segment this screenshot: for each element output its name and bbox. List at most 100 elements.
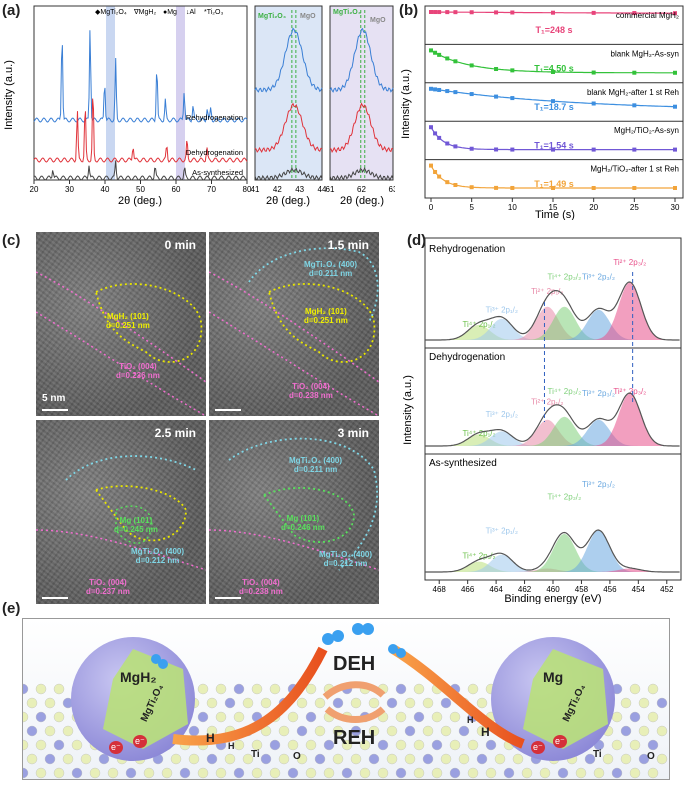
label-e-4: e⁻ xyxy=(553,735,567,748)
b-point xyxy=(510,10,515,15)
b-point xyxy=(437,52,442,57)
d-xtick-label: 458 xyxy=(575,585,589,594)
lattice-atom xyxy=(332,753,344,765)
highlight-band-1 xyxy=(106,6,115,180)
tem-ann-mgti-3: MgTi₂O₄ (400) d=0.212 nm xyxy=(131,547,185,565)
b-series-name: MgH₂/TiO₂-As-syn xyxy=(614,126,679,135)
lattice-atom xyxy=(629,739,641,751)
lattice-atom xyxy=(98,753,110,765)
b-t1-label: T₁=18.7 s xyxy=(534,102,574,112)
label-h-1: H xyxy=(206,731,215,745)
lattice-atom xyxy=(476,725,488,737)
lattice-atom xyxy=(260,753,272,765)
label-h-2: H xyxy=(228,741,235,751)
b-point xyxy=(494,10,499,15)
lattice-atom xyxy=(197,683,209,695)
scale-label: 5 nm xyxy=(42,393,66,404)
lattice-atom xyxy=(251,683,263,695)
lattice-atom xyxy=(224,753,236,765)
xps-peak-label: Ti²⁺ 2p₁/₂ xyxy=(531,397,563,406)
lattice-atom xyxy=(386,725,398,737)
lattice-atom xyxy=(368,753,380,765)
lattice-atom xyxy=(647,711,659,723)
deh-cycle-arrow xyxy=(322,681,386,700)
label-o-left: O xyxy=(293,751,301,762)
xps-peak-label: Ti²⁺ 2p₁/₂ xyxy=(531,287,563,296)
lattice-atom xyxy=(206,753,218,765)
b-xtick-label: 5 xyxy=(469,203,474,212)
lattice-atom xyxy=(314,697,326,709)
lattice-atom xyxy=(125,767,137,779)
lattice-atom xyxy=(314,753,326,765)
tem-ann-tio2-4: TiO₂ (004) d=0.238 nm xyxy=(239,578,283,596)
lattice-atom xyxy=(476,697,488,709)
b-t1-label: T₁=1.54 s xyxy=(534,140,574,150)
b-point xyxy=(433,87,438,92)
b-point xyxy=(494,94,499,99)
d-xtick-label: 462 xyxy=(518,585,532,594)
b-point xyxy=(673,70,677,75)
lattice-atom xyxy=(647,767,659,779)
lattice-atom xyxy=(143,767,155,779)
b-point xyxy=(469,10,474,15)
a-curve-label-deh: Dehydrogenation xyxy=(186,148,243,157)
lattice-atom xyxy=(638,753,650,765)
lattice-atom xyxy=(233,683,245,695)
b-point xyxy=(453,59,458,64)
b-point xyxy=(437,10,442,15)
lattice-atom xyxy=(296,725,308,737)
xps-peak-label: Ti³⁺ 2p₁/₂ xyxy=(486,410,518,419)
lattice-atom xyxy=(395,739,407,751)
b-point xyxy=(433,50,438,55)
lattice-atom xyxy=(647,683,659,695)
xrd-xtick-label: 20 xyxy=(30,185,39,194)
lattice-atom xyxy=(53,767,65,779)
lattice-atom xyxy=(611,711,623,723)
lattice-atom xyxy=(449,767,461,779)
lattice-atom xyxy=(233,711,245,723)
b-series-name: commercial MgH₂ xyxy=(616,11,679,20)
xps-envelope xyxy=(425,392,680,447)
label-ti-left: Ti xyxy=(251,749,260,760)
lattice-atom xyxy=(485,739,497,751)
b-point xyxy=(453,144,458,149)
tem-image-3min: 3 min MgTi₂O₄ (400) d=0.211 nm Mg (101) … xyxy=(209,420,379,604)
b-point xyxy=(632,103,637,108)
tem-ann-mgti-4b: MgTi₂O₄ (400) d=0.212 nm xyxy=(319,550,373,568)
b-point xyxy=(433,169,438,174)
xps-component xyxy=(425,318,681,340)
b-xtick-label: 15 xyxy=(549,203,558,212)
b-point xyxy=(429,86,433,91)
b-point xyxy=(445,56,450,61)
b-point xyxy=(551,99,555,104)
lattice-atom xyxy=(161,767,173,779)
zoom-series-2 xyxy=(254,167,323,182)
lattice-atom xyxy=(224,697,236,709)
xrd-xtick-label: 50 xyxy=(136,185,145,194)
xps-component xyxy=(425,282,681,340)
lattice-atom xyxy=(233,767,245,779)
lattice-atom xyxy=(386,697,398,709)
d-xtick-label: 466 xyxy=(461,585,475,594)
b-point xyxy=(429,10,433,14)
xps-envelope xyxy=(425,529,680,573)
xps-peak-label: Ti⁴⁺ 2p₃/₂ xyxy=(548,273,582,282)
reh-cycle-arrow xyxy=(324,706,386,723)
label-e-3: e⁻ xyxy=(531,741,545,754)
xps-peak-label: Ti⁴⁺ 2p₁/₂ xyxy=(462,552,495,561)
lattice-atom xyxy=(431,739,443,751)
lattice-atom xyxy=(494,753,506,765)
b-point xyxy=(445,141,450,146)
lattice-atom xyxy=(440,753,452,765)
lattice-atom xyxy=(476,753,488,765)
b-point xyxy=(632,186,637,190)
zoom1-label-mgo: MgO xyxy=(300,13,316,20)
zoom-xtick-label: 41 xyxy=(251,185,260,194)
b-point xyxy=(469,63,474,68)
b-point xyxy=(469,185,474,190)
b-point xyxy=(591,70,596,75)
b-point xyxy=(494,67,499,72)
lattice-atom xyxy=(287,739,299,751)
lattice-atom xyxy=(269,739,281,751)
